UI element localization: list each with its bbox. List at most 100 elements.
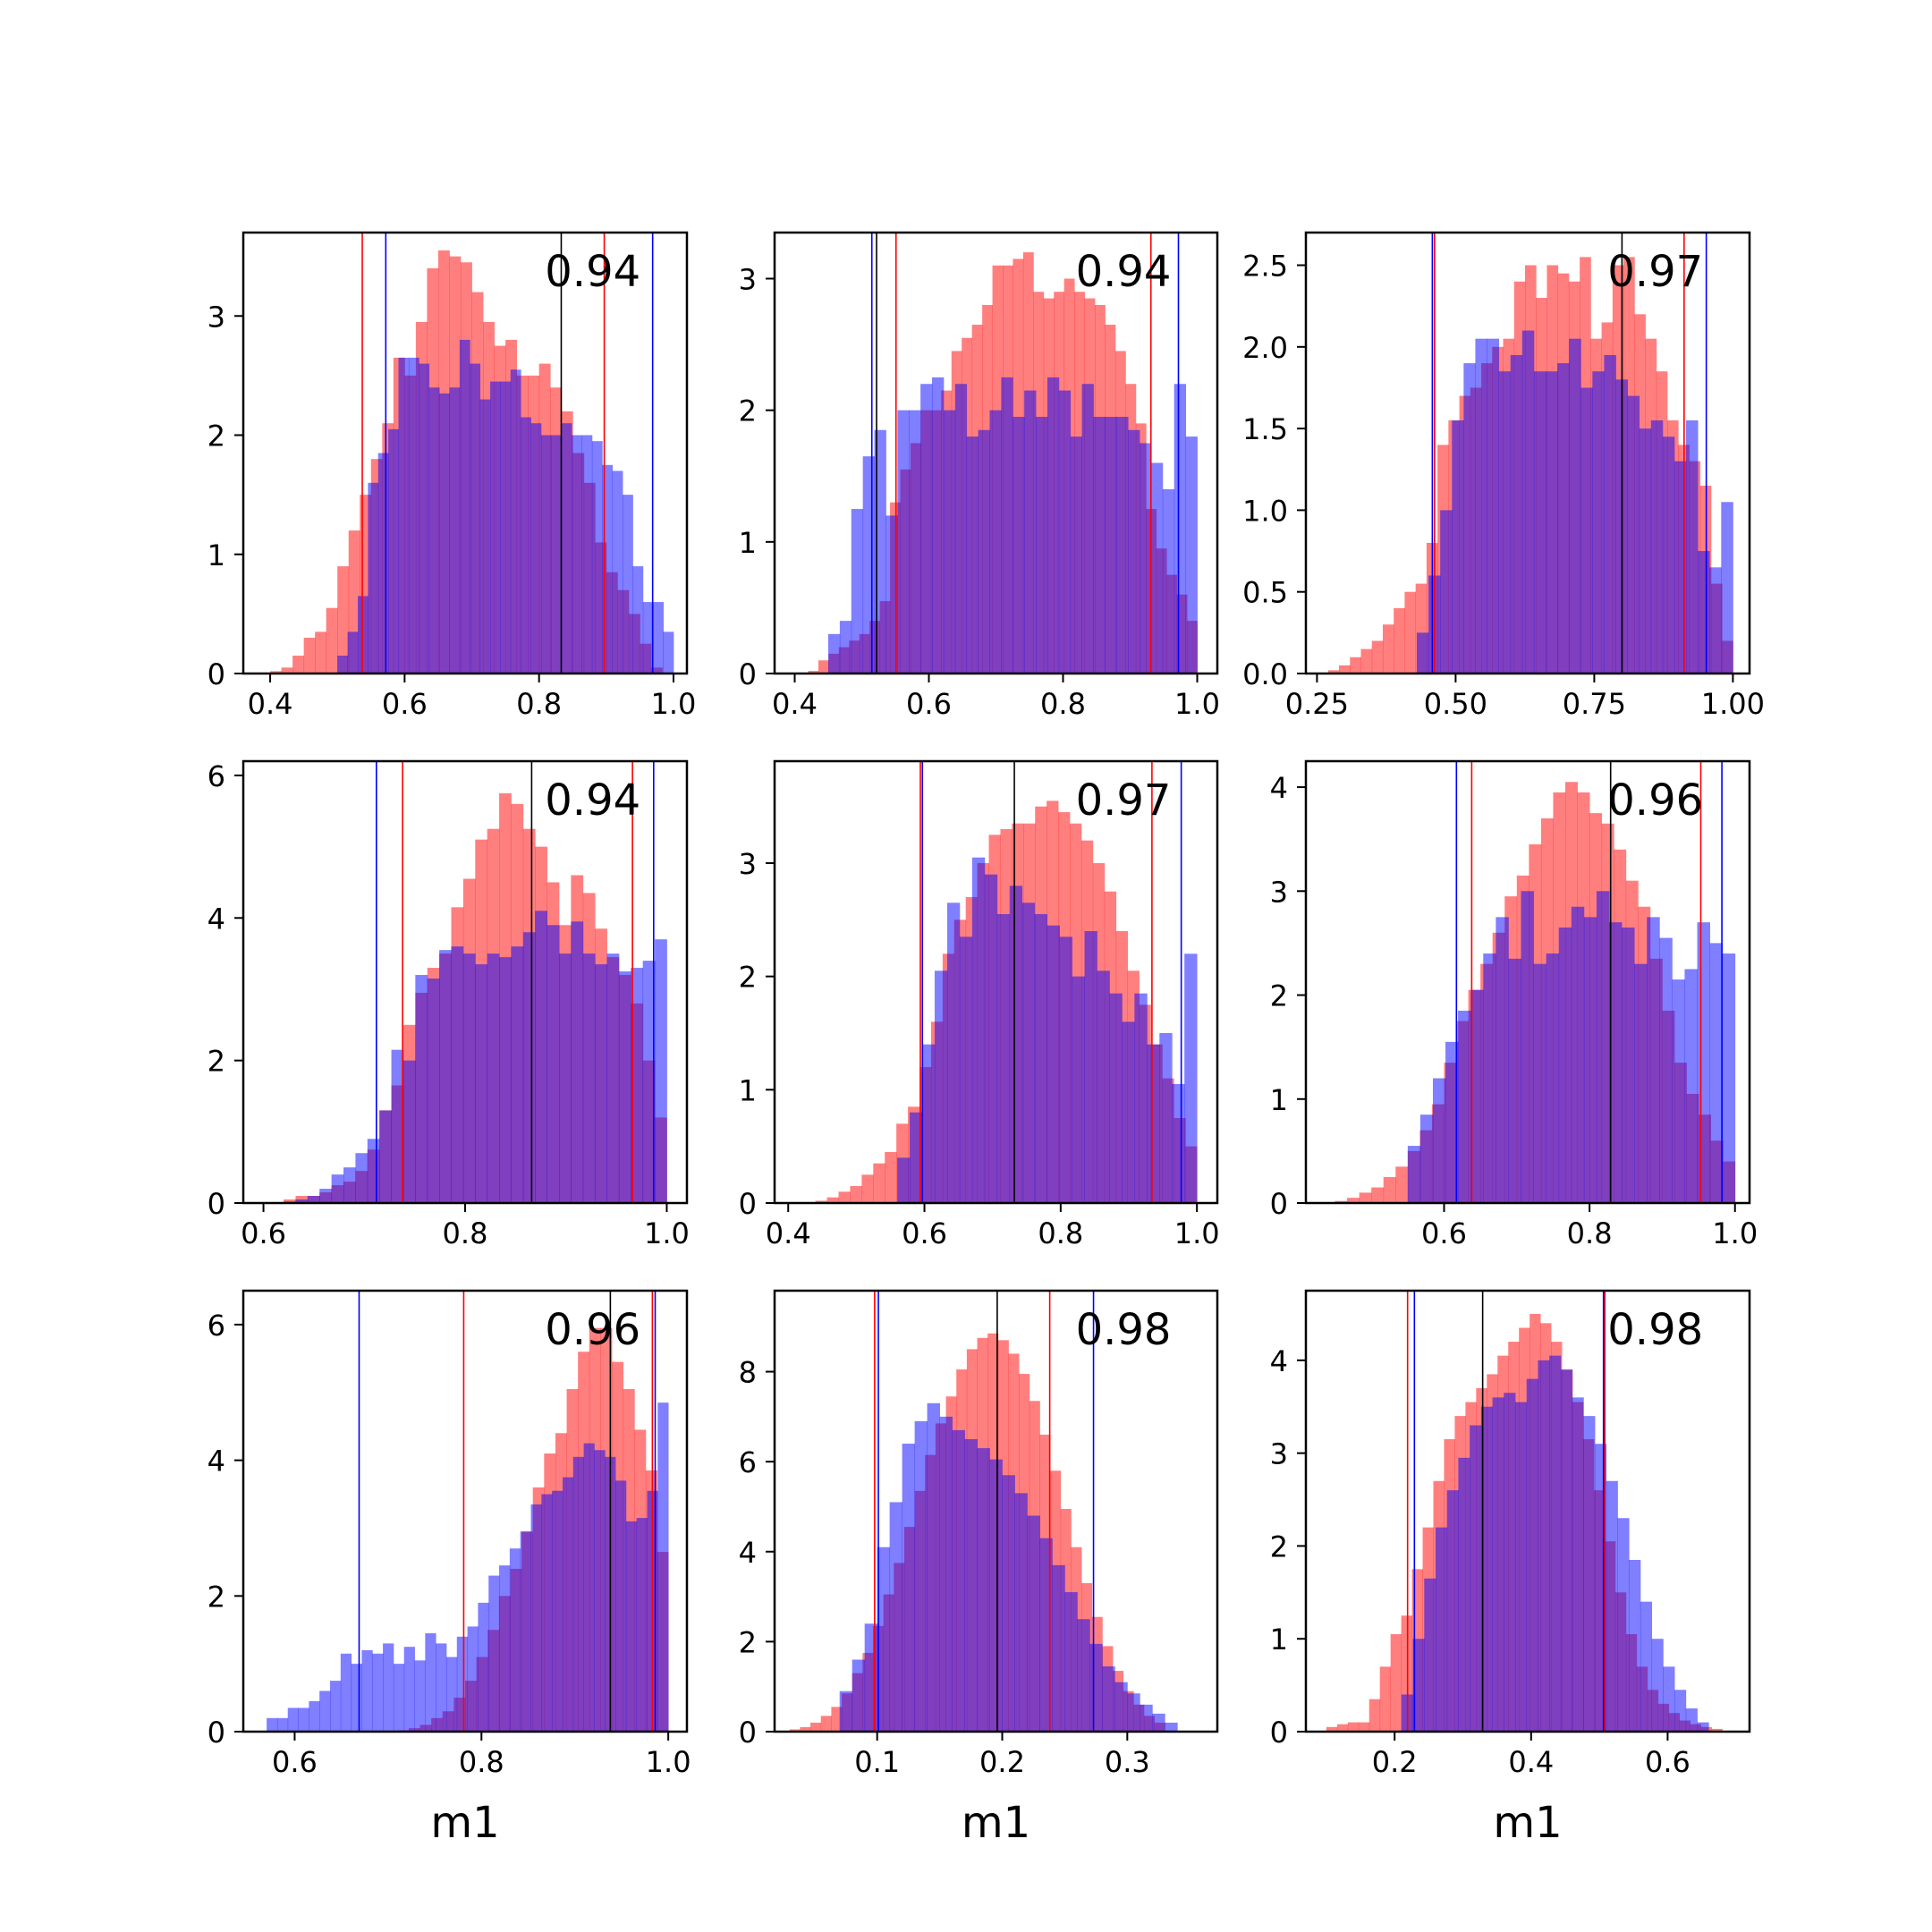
histogram-bar xyxy=(1545,371,1558,674)
histogram-bar xyxy=(521,417,531,674)
histogram-bar xyxy=(1368,1699,1381,1732)
histogram-bar xyxy=(1672,979,1685,1203)
histogram-bar xyxy=(602,464,614,674)
histogram-bar xyxy=(862,456,875,674)
histogram-bar xyxy=(511,946,524,1203)
histogram-bar xyxy=(436,1643,447,1732)
histogram-bar xyxy=(355,1153,369,1203)
histogram-bar xyxy=(1359,1192,1372,1203)
histogram-bar xyxy=(946,902,961,1203)
histogram-bar xyxy=(1572,1397,1584,1732)
histogram-bar xyxy=(618,971,631,1203)
histogram-bar xyxy=(1685,1708,1698,1732)
histogram-bar xyxy=(414,1660,426,1732)
y-tick-label: 0 xyxy=(1270,1716,1288,1750)
histogram-bar xyxy=(789,1729,801,1732)
y-tick-label: 0 xyxy=(739,1716,757,1750)
histogram-bar xyxy=(1487,338,1500,674)
histogram-bar xyxy=(1435,1527,1448,1732)
histogram-bar xyxy=(439,393,450,674)
histogram-bar xyxy=(808,671,819,674)
y-tick-label: 2 xyxy=(1270,1530,1288,1563)
histogram-bar xyxy=(393,1664,405,1732)
histogram-bar xyxy=(499,1565,511,1732)
y-tick-label: 2.5 xyxy=(1242,250,1288,284)
histogram-bar xyxy=(561,423,572,674)
axes-frame xyxy=(1304,231,1751,675)
score-annotation: 0.97 xyxy=(1607,247,1703,297)
histogram-bar xyxy=(800,1726,811,1732)
histogram-bar xyxy=(1383,1176,1396,1203)
histogram-bar xyxy=(1105,417,1117,674)
x-tick-label: 0.50 xyxy=(1424,687,1487,721)
histogram-bar xyxy=(966,436,979,674)
histogram-bar xyxy=(663,631,674,674)
histogram-bar xyxy=(425,1633,436,1732)
histogram-bar xyxy=(1024,390,1037,674)
subplot-5: 0.4 0.6 0.8 1.0 0 1 2 3 0.97 xyxy=(739,759,1220,1250)
histogram-bar xyxy=(1070,436,1082,674)
histogram-bar xyxy=(984,874,998,1203)
histogram-bar xyxy=(1571,906,1585,1203)
axes-frame xyxy=(773,1289,1219,1733)
y-tick-label: 2 xyxy=(739,961,757,995)
histogram-bar xyxy=(1116,417,1129,674)
histogram-bar xyxy=(343,1167,356,1203)
y-tick-label: 1.0 xyxy=(1242,494,1288,528)
y-tick-label: 0 xyxy=(1270,1187,1288,1221)
histogram-bar xyxy=(456,1636,469,1732)
histogram-bar xyxy=(1360,648,1373,674)
histogram-bar xyxy=(831,1707,843,1732)
histogram-bar xyxy=(284,1199,296,1203)
histogram-bar xyxy=(295,1199,309,1203)
histogram-bar xyxy=(427,979,440,1203)
histogram-bar xyxy=(391,1049,404,1203)
x-tick-label: 0.8 xyxy=(516,687,562,721)
histogram-bar xyxy=(818,660,829,674)
y-tick-label: 0.0 xyxy=(1242,657,1288,691)
y-tick-label: 4 xyxy=(208,1445,225,1479)
histogram-bar xyxy=(1390,1634,1402,1732)
histogram-bar xyxy=(1174,384,1187,674)
histogram-bar xyxy=(402,1060,416,1203)
histogram-bar xyxy=(996,914,1011,1203)
x-tick-label: 0.6 xyxy=(902,1216,947,1250)
histogram-bar xyxy=(852,1659,866,1732)
histogram-bar xyxy=(1159,1033,1173,1203)
x-tick-label: 0.3 xyxy=(1105,1745,1150,1779)
histogram-series-blue xyxy=(1417,330,1733,674)
x-tick-label: 0.6 xyxy=(241,1216,286,1250)
x-tick-label: 0.8 xyxy=(1040,687,1086,721)
y-tick-label: 2 xyxy=(208,419,225,453)
histogram-series-blue xyxy=(897,857,1198,1203)
histogram-bar xyxy=(479,399,491,674)
histogram-bar xyxy=(1165,1722,1178,1732)
subplot-1: 0.4 0.6 0.8 1.0 0 1 2 3 0.94 xyxy=(208,231,696,721)
histogram-bar xyxy=(582,953,596,1203)
histogram-bar xyxy=(1583,917,1597,1203)
histogram-bar xyxy=(889,1502,903,1732)
histogram-bar xyxy=(1475,338,1487,674)
score-annotation: 0.98 xyxy=(1607,1305,1703,1355)
y-tick-label: 2 xyxy=(739,1625,757,1659)
x-tick-label: 0.8 xyxy=(443,1216,488,1250)
histogram-bar xyxy=(1097,970,1110,1203)
y-tick-label: 1 xyxy=(208,538,225,572)
histogram-bar xyxy=(1419,1114,1434,1203)
histogram-bar xyxy=(1662,436,1675,674)
subplot-2: 0.4 0.6 0.8 1.0 0 1 2 3 0.94 xyxy=(739,231,1220,721)
histogram-bar xyxy=(632,566,644,674)
histogram-bar xyxy=(1147,1044,1160,1203)
histogram-bar xyxy=(1122,1021,1135,1203)
histogram-bar xyxy=(530,1504,542,1732)
histogram-bar xyxy=(1480,1406,1493,1732)
subplot-3: 0.25 0.50 0.75 1.00 0.0 0.5 1.0 1.5 2.0 2.5 0.97 xyxy=(1242,231,1765,721)
axes-frame xyxy=(242,1289,689,1733)
axes-frame xyxy=(1304,759,1751,1205)
histogram-bar xyxy=(612,470,623,674)
x-tick-label: 0.6 xyxy=(1421,1216,1467,1250)
histogram-bar xyxy=(1521,891,1534,1203)
histogram-bar xyxy=(1521,330,1535,674)
histogram-bar xyxy=(642,602,654,674)
